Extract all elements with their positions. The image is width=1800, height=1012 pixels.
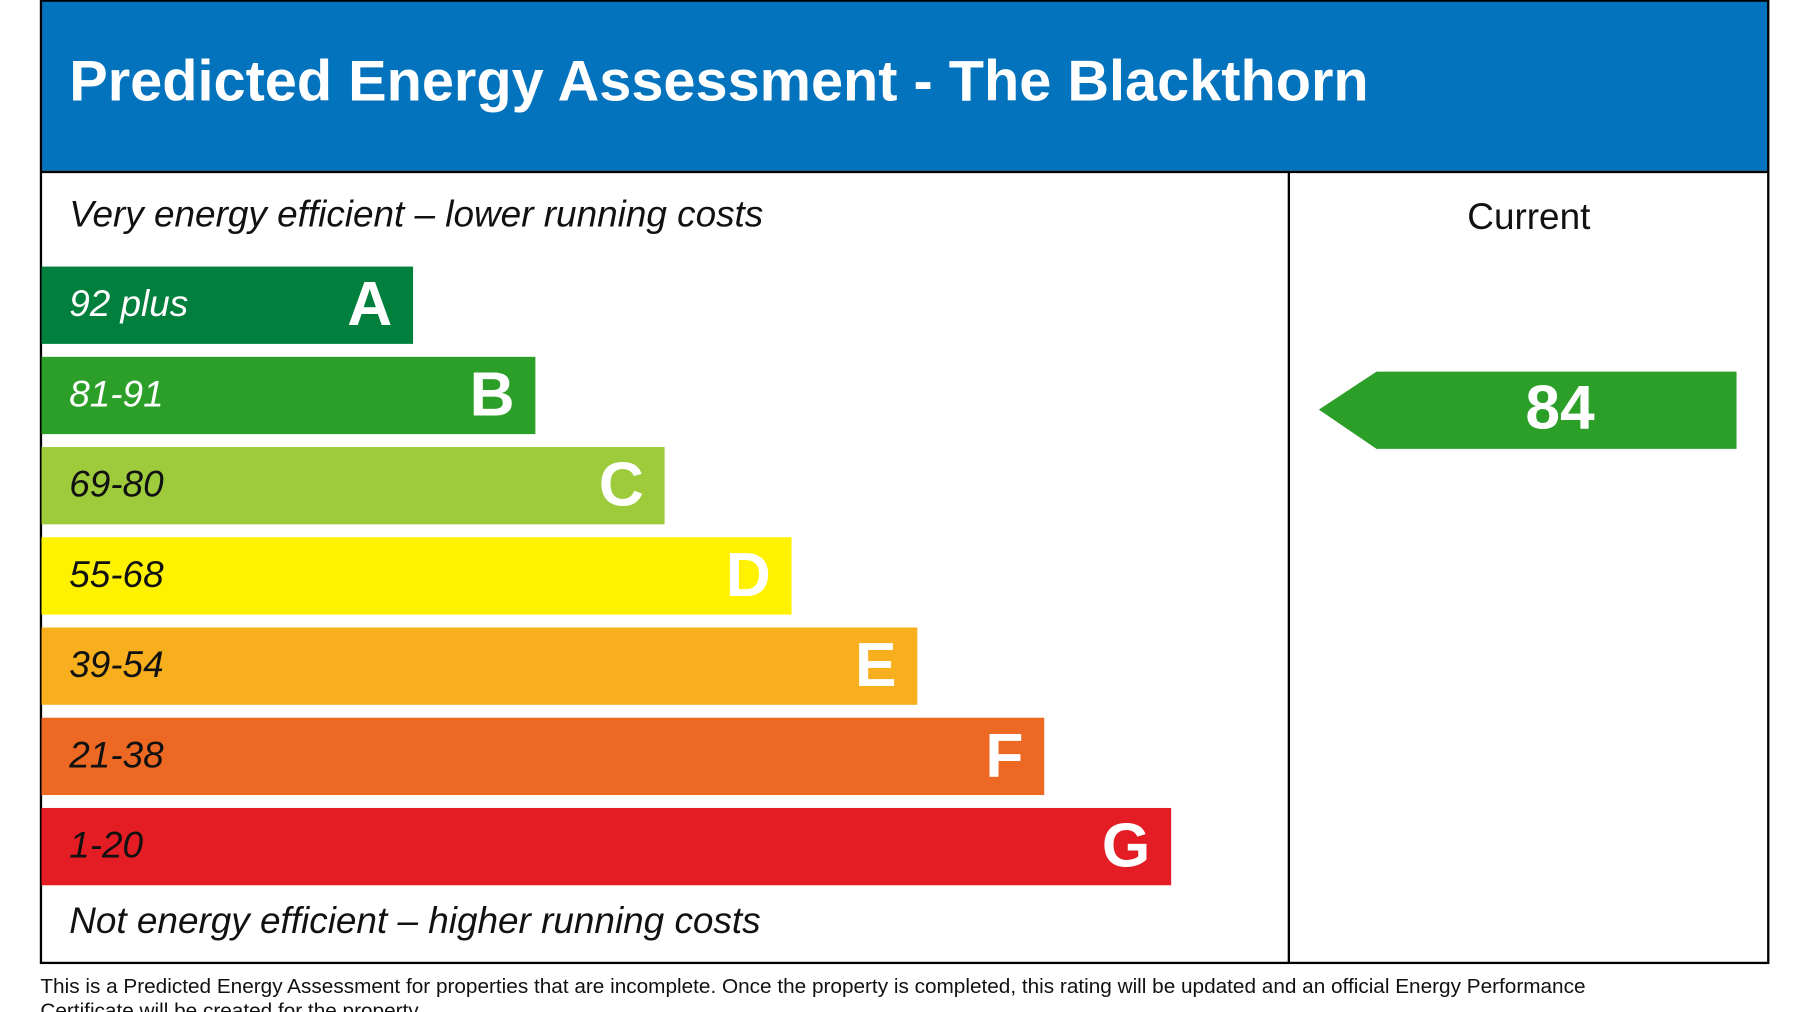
band — [41, 356, 536, 435]
bands: 92 plus A 81-91 B 69-80 C 55-68 D 39-54 E 21-38 F 1-… — [41, 266, 1172, 886]
band-range: 81-91 — [69, 373, 163, 414]
footer-text: Certificate will be created for the prop… — [40, 999, 423, 1012]
band-letter: D — [726, 541, 771, 610]
band — [41, 266, 414, 344]
band-letter: G — [1102, 812, 1150, 881]
current-arrow — [1318, 371, 1737, 449]
band-range: 21-38 — [68, 734, 164, 775]
band-range: 92 plus — [69, 283, 188, 324]
band-range: 55-68 — [69, 554, 164, 595]
band-letter: C — [599, 451, 644, 520]
band-letter: A — [347, 270, 392, 339]
band — [41, 807, 1172, 886]
band — [41, 627, 918, 705]
bottom-label: Not energy efficient – higher running co… — [69, 900, 760, 941]
band-range: 1-20 — [69, 825, 143, 866]
header-bar — [40, 0, 1768, 171]
band-letter: F — [985, 721, 1023, 790]
band — [41, 447, 665, 525]
title: Predicted Energy Assessment - The Blackt… — [69, 50, 1368, 114]
footer-text: This is a Predicted Energy Assessment fo… — [40, 975, 1585, 998]
current-label: Current — [1467, 196, 1590, 237]
band-letter: E — [855, 631, 897, 700]
band — [41, 537, 792, 615]
band-letter: B — [470, 360, 515, 429]
current-value: 84 — [1525, 373, 1595, 442]
band — [41, 717, 1045, 796]
frame — [39, 0, 1770, 965]
band-range: 69-80 — [69, 464, 164, 505]
top-label: Very energy efficient – lower running co… — [69, 194, 763, 235]
band-range: 39-54 — [69, 644, 163, 685]
